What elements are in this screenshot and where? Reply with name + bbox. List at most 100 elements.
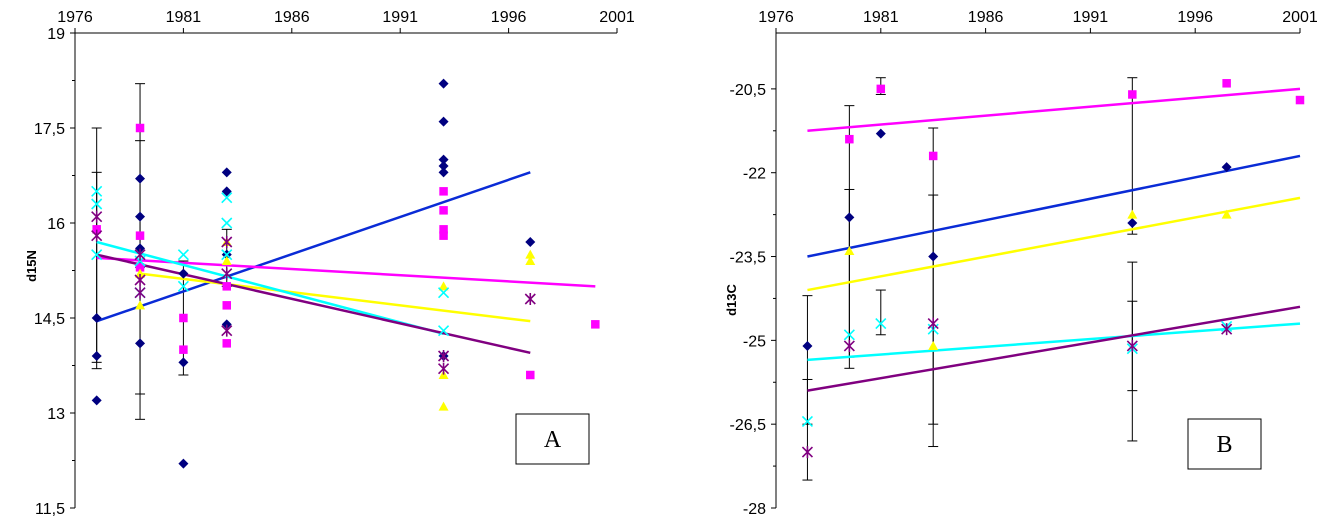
data-point-series-5 [221, 236, 233, 248]
data-point-series-4 [437, 325, 450, 337]
data-point-series-1 [135, 243, 146, 254]
y-tick-label: 17,5 [34, 121, 65, 138]
data-point-series-3 [1127, 209, 1138, 219]
x-tick-label: 1991 [1073, 9, 1109, 26]
x-tick-label: 1976 [758, 9, 794, 26]
data-point-series-3 [438, 401, 449, 411]
x-tick-label: 2001 [1282, 9, 1318, 26]
panel-label-box [515, 413, 590, 465]
x-tick-label: 1996 [491, 9, 527, 26]
data-point-series-4 [875, 318, 887, 330]
data-point-series-5 [134, 274, 146, 286]
data-point-series-4 [221, 192, 233, 204]
data-point-series-5 [1221, 323, 1233, 336]
data-point-series-2 [135, 123, 145, 133]
data-point-series-1 [135, 338, 146, 349]
data-point-series-4 [221, 217, 233, 229]
y-tick-label: 13 [47, 406, 65, 423]
x-tick-label: 2001 [599, 9, 635, 26]
data-point-series-1 [438, 78, 449, 89]
data-point-series-5 [221, 267, 233, 280]
data-point-series-2 [1295, 95, 1305, 105]
data-point-series-5 [437, 362, 450, 375]
data-point-series-2 [439, 231, 448, 240]
x-tick-label: 1981 [863, 9, 899, 26]
data-point-series-1 [91, 313, 102, 323]
data-point-series-5 [927, 317, 939, 330]
data-point-series-1 [91, 395, 102, 406]
data-point-series-1 [438, 116, 449, 127]
x-tick-label: 1976 [57, 9, 93, 26]
trend-line-series-4 [96, 240, 444, 336]
data-point-series-3 [844, 245, 855, 255]
data-point-series-1 [221, 167, 232, 178]
trend-line-series-2 [807, 87, 1301, 133]
data-point-series-2 [179, 313, 188, 323]
data-point-series-4 [843, 329, 855, 341]
y-tick-label: 11,5 [35, 501, 65, 518]
data-point-series-1 [525, 237, 536, 247]
data-point-series-4 [177, 280, 189, 292]
data-point-series-1 [221, 319, 232, 330]
y-tick-label: 19 [47, 26, 65, 43]
data-point-series-2 [222, 282, 232, 291]
trend-line-series-3 [139, 272, 531, 323]
data-point-series-1 [221, 186, 232, 197]
trend-line-series-1 [807, 154, 1301, 258]
y-tick-label: -23,5 [730, 250, 767, 267]
y-tick-label: -26,5 [730, 417, 767, 434]
chart-panel-B: 1976 1981 1986 1991 1996 2001 -20,5 -22 -23,5 -25… [724, 9, 1318, 518]
data-point-series-5 [134, 286, 146, 299]
data-point-series-1 [91, 351, 102, 361]
data-point-series-2 [1222, 79, 1231, 88]
data-point-series-4 [221, 249, 233, 261]
panel-label: A [544, 427, 562, 453]
data-point-series-3 [525, 256, 536, 265]
data-point-series-4 [437, 287, 450, 299]
data-point-series-1 [438, 154, 449, 165]
y-tick-label: -22 [743, 166, 766, 183]
y-tick-label: 16 [47, 216, 65, 233]
x-tick-label: 1986 [274, 9, 310, 26]
data-point-series-2 [526, 370, 535, 380]
data-point-series-5 [134, 248, 146, 261]
trend-line-series-1 [96, 171, 531, 323]
data-point-series-1 [178, 458, 189, 469]
panel-label: B [1216, 432, 1232, 458]
data-point-series-2 [222, 339, 232, 348]
data-point-series-3 [221, 256, 232, 265]
data-point-series-1 [135, 173, 146, 184]
trend-line-series-3 [807, 196, 1301, 292]
data-point-series-1 [1221, 162, 1232, 173]
y-tick-label: -25 [743, 333, 766, 350]
y-tick-label: -28 [743, 501, 766, 518]
y-axis-label: d13C [724, 283, 739, 315]
data-point-series-2 [92, 225, 101, 234]
trend-line-series-2 [96, 256, 596, 288]
data-point-series-1 [844, 212, 855, 223]
data-point-series-3 [525, 249, 536, 259]
data-point-series-2 [876, 84, 886, 94]
data-point-series-2 [222, 301, 232, 310]
data-point-series-3 [135, 268, 146, 278]
data-point-series-5 [524, 293, 536, 305]
data-point-series-1 [438, 161, 449, 171]
data-point-series-1 [1127, 218, 1138, 228]
x-tick-label: 1981 [166, 9, 202, 26]
data-point-series-4 [91, 249, 103, 261]
data-point-series-2 [135, 231, 145, 240]
data-point-series-5 [1126, 339, 1138, 352]
data-point-series-3 [438, 281, 449, 291]
data-point-series-5 [91, 210, 103, 223]
panel-label-box [1187, 418, 1262, 470]
data-point-series-4 [177, 249, 189, 261]
data-point-series-3 [1221, 209, 1232, 219]
data-point-series-2 [439, 187, 448, 196]
data-point-series-4 [91, 185, 103, 197]
data-point-series-2 [845, 134, 854, 144]
data-point-series-2 [1128, 90, 1137, 99]
data-point-series-5 [91, 229, 103, 242]
data-point-series-2 [439, 206, 448, 215]
data-point-series-5 [801, 446, 814, 459]
